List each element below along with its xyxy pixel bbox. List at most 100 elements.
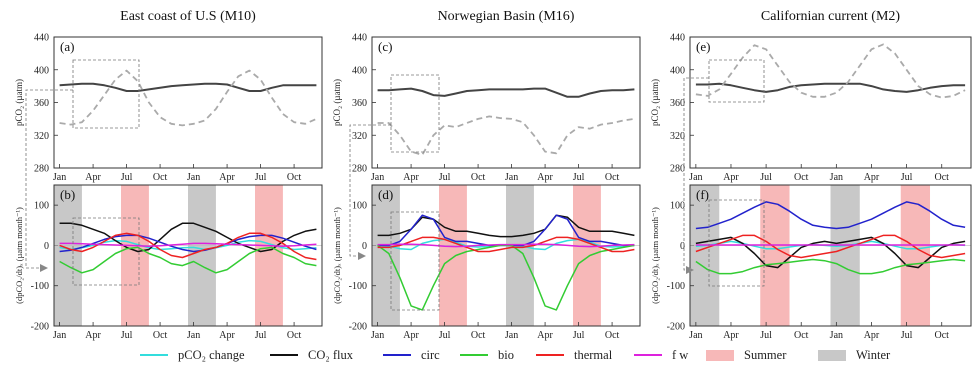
region-title: Californian current (M2) [761, 9, 901, 24]
series-co2-flux [695, 236, 966, 269]
x-tick-label: Jan [689, 330, 702, 341]
x-tick-label: Apr [403, 172, 419, 183]
y-tick-label: 100 [670, 201, 685, 212]
legend-bio: bio [460, 346, 514, 364]
x-tick-label: Jan [53, 172, 66, 183]
x-tick-label: Oct [471, 330, 486, 341]
legend-swatch [383, 354, 411, 356]
panel-f: -200 -100 0 100 Jan Apr Jul Oct Jan Apr Jul Oct (f) (… [650, 184, 972, 341]
x-tick-label: Jul [439, 172, 451, 183]
region-title: East coast of U.S (M10) [120, 9, 256, 24]
y-axis-label: pCO₂ (µatm) [332, 79, 342, 126]
y-tick-label: 280 [670, 164, 685, 175]
panel-label: (f) [696, 187, 709, 202]
panel-c: Norwegian Basin (M16) 280 320 360 400 440 Jan A… [332, 9, 641, 183]
legend-swatch [140, 354, 168, 356]
x-tick-label: Apr [85, 172, 101, 183]
y-tick-label: 440 [670, 33, 685, 44]
x-tick-label: Jan [53, 330, 66, 341]
callout-box [390, 74, 440, 153]
legend-thermal: thermal [536, 346, 612, 364]
x-tick-label: Apr [864, 172, 880, 183]
panel-d: -200 -100 0 100 Jan Apr Jul Oct Jan Apr Jul Oct (d) (… [332, 184, 641, 341]
x-tick-label: Jul [121, 172, 133, 183]
y-tick-label: 360 [352, 98, 367, 109]
y-tick-label: 400 [352, 65, 367, 76]
series-fw [59, 242, 317, 247]
x-tick-label: Apr [219, 172, 235, 183]
y-axis-label: (dpCO₂/dt)ₓ (µatm month⁻¹) [14, 207, 24, 304]
legend-fw: f w [634, 346, 688, 364]
y-tick-label: 100 [34, 201, 49, 212]
y-tick-label: 0 [362, 241, 367, 252]
y-axis-label: (dpCO₂/dt)ₓ (µatm month⁻¹) [332, 207, 342, 304]
winter-band [830, 185, 860, 326]
winter-band [54, 185, 82, 326]
series-seasonal [377, 115, 635, 156]
x-tick-label: Apr [723, 330, 739, 341]
x-tick-label: Oct [794, 172, 809, 183]
x-tick-label: Apr [864, 330, 880, 341]
x-tick-label: Jul [573, 172, 585, 183]
x-tick-label: Jul [255, 172, 267, 183]
plot-frame [689, 184, 972, 327]
y-tick-label: 440 [352, 33, 367, 44]
callout-box [72, 59, 140, 129]
x-tick-label: Apr [723, 172, 739, 183]
x-tick-label: Jul [573, 330, 585, 341]
legend-swatch [460, 354, 488, 356]
legend-circ: circ [383, 346, 440, 364]
legend-pco2-change: pCO₂ change [140, 346, 245, 364]
callout-box [72, 217, 140, 286]
y-tick-label: 100 [352, 201, 367, 212]
summer-band [760, 185, 790, 326]
x-tick-label: Jul [255, 330, 267, 341]
legend-label: thermal [574, 347, 613, 362]
x-tick-label: Oct [935, 172, 950, 183]
series-seasonal [59, 69, 317, 127]
series-fw [377, 243, 635, 248]
legend-label: bio [498, 347, 514, 362]
series-observed [695, 82, 966, 93]
plot-frame [53, 184, 323, 327]
x-tick-label: Jul [439, 330, 451, 341]
series-thermal [377, 236, 635, 253]
x-tick-label: Oct [605, 172, 620, 183]
x-tick-label: Jul [760, 172, 772, 183]
series-observed [377, 87, 635, 98]
figure-canvas: East coast of U.S (M10) 280 320 360 400 440 Ja… [14, 9, 972, 341]
legend-swatch [270, 354, 298, 356]
x-tick-label: Oct [471, 172, 486, 183]
summer-band [439, 185, 467, 326]
y-tick-label: 320 [352, 131, 367, 142]
x-tick-label: Jul [760, 330, 772, 341]
callout-box [390, 211, 440, 311]
series-bio [377, 244, 635, 311]
y-axis-label: pCO₂ (µatm) [14, 79, 24, 126]
series-observed [59, 82, 317, 92]
x-tick-label: Jul [901, 172, 913, 183]
panel-e: Californian current (M2) 280 320 360 400 440 J… [650, 9, 972, 183]
y-tick-label: 400 [34, 65, 49, 76]
x-tick-label: Oct [153, 330, 168, 341]
callout-box [708, 199, 765, 287]
legend-label: circ [421, 347, 440, 362]
panel-label: (d) [378, 187, 393, 202]
callout-arrow [358, 252, 366, 260]
legend-co2-flux: CO₂ flux [270, 346, 353, 364]
y-tick-label: 280 [352, 164, 367, 175]
legend-label: Winter [856, 347, 891, 362]
panel-label: (a) [60, 39, 74, 54]
x-tick-label: Apr [85, 330, 101, 341]
panel-b: -200 -100 0 100 Jan Apr Jul Oct Jan Apr Jul Oct (b) (… [14, 184, 323, 341]
y-axis-label: (dpCO₂/dt)ₓ (µatm month⁻¹) [650, 207, 660, 304]
legend-label: pCO₂ change [178, 347, 245, 362]
plot-frame [53, 36, 323, 169]
x-tick-label: Apr [537, 330, 553, 341]
x-tick-label: Apr [537, 172, 553, 183]
legend-label: f w [672, 347, 689, 362]
winter-band [188, 185, 216, 326]
legend-label: CO₂ flux [308, 347, 353, 362]
summer-band [255, 185, 283, 326]
callout-connector [349, 124, 391, 257]
